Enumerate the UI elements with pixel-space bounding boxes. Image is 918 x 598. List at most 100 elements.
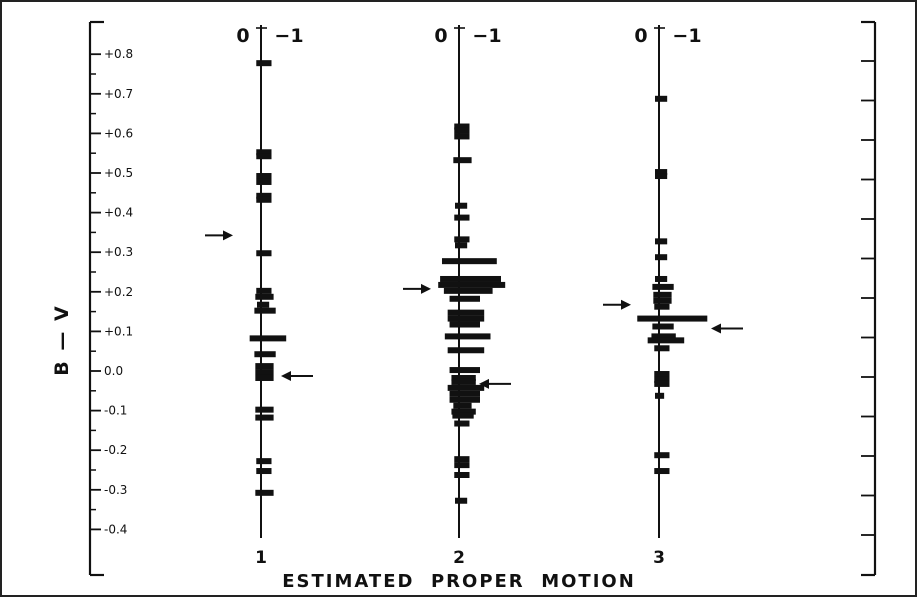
data-bar <box>452 412 474 419</box>
data-bar <box>256 149 272 156</box>
data-bar <box>654 376 670 383</box>
column-head-minus-one: −1 <box>472 25 501 47</box>
data-bar <box>447 315 485 322</box>
data-bar <box>255 414 274 421</box>
data-bar <box>647 337 685 344</box>
y-tick-label: +0.6 <box>104 126 133 140</box>
data-bar <box>256 153 272 160</box>
data-bar <box>249 335 287 342</box>
data-bar <box>255 293 274 300</box>
left-axis: +0.8 +0.7 +0.6 +0.5 +0.4 +0.3 +0.2 +0.1 0.0 -0.1 -… <box>88 20 133 577</box>
data-bar <box>453 157 472 164</box>
data-bar <box>454 133 470 140</box>
y-tick-label: -0.1 <box>104 404 127 418</box>
y-tick-label: 0.0 <box>104 364 123 378</box>
arrow-left-head <box>421 283 431 294</box>
data-bar <box>651 333 676 340</box>
data-bar <box>449 390 480 397</box>
data-bar <box>255 489 274 496</box>
data-bar <box>256 287 272 294</box>
data-bar <box>654 380 670 387</box>
data-bar <box>655 173 668 180</box>
data-bar <box>451 378 476 385</box>
data-bar <box>254 307 276 314</box>
data-bar <box>652 283 674 290</box>
data-bar <box>455 202 468 209</box>
data-bar <box>255 406 274 413</box>
data-bar <box>455 242 468 249</box>
column-number: 3 <box>653 548 665 568</box>
data-bar <box>454 462 470 469</box>
column-head-minus-one: −1 <box>672 25 701 47</box>
data-bar <box>454 214 470 221</box>
data-bar <box>454 456 470 463</box>
data-bar <box>444 333 491 340</box>
data-bar <box>254 351 276 358</box>
data-bar <box>449 396 480 403</box>
data-bar <box>655 95 668 102</box>
column-1: 0 −1 1 <box>205 25 313 568</box>
data-bar <box>438 281 506 288</box>
arrow-right-head <box>711 323 721 334</box>
data-bar <box>257 301 270 308</box>
y-tick-label: +0.1 <box>104 324 133 338</box>
y-tick-label: +0.8 <box>104 47 133 61</box>
data-bar <box>256 458 272 465</box>
data-bar <box>256 192 272 199</box>
y-tick-label: +0.5 <box>104 166 133 180</box>
y-tick-label: +0.3 <box>104 245 133 259</box>
data-bar <box>653 297 672 304</box>
data-bar <box>654 452 670 459</box>
data-bar <box>654 303 670 310</box>
data-bar <box>655 275 668 282</box>
data-bar <box>454 472 470 478</box>
arrow-left-head <box>621 299 631 310</box>
y-tick-label: -0.4 <box>104 522 127 536</box>
data-bar <box>256 196 272 203</box>
data-bar <box>655 392 665 399</box>
data-bar <box>451 408 476 415</box>
data-bar <box>255 374 274 381</box>
data-bar <box>454 236 470 243</box>
data-bar <box>453 402 472 409</box>
column-number: 2 <box>453 548 465 568</box>
data-bar <box>454 123 470 130</box>
y-tick-label: -0.3 <box>104 483 127 497</box>
data-bar <box>256 468 272 475</box>
columns: 0 −1 1 0 −1 2 0 −1 3 <box>205 25 743 568</box>
data-bar <box>637 315 708 322</box>
data-bar <box>256 250 272 257</box>
data-bar <box>447 384 485 391</box>
y-tick-label: +0.4 <box>104 206 133 220</box>
data-bar <box>256 173 272 180</box>
data-bar <box>443 287 493 294</box>
data-bar <box>255 369 274 376</box>
data-bar <box>441 258 497 265</box>
column-head-zero: 0 <box>236 25 249 47</box>
data-bar <box>449 367 480 374</box>
column-head-minus-one: −1 <box>274 25 303 47</box>
column-head-zero: 0 <box>434 25 447 47</box>
data-bar <box>652 323 674 330</box>
data-bar <box>449 295 480 302</box>
data-bar <box>655 169 668 176</box>
data-bar <box>655 254 668 261</box>
data-bar <box>454 420 470 427</box>
data-bar <box>455 497 468 504</box>
data-bar <box>256 60 272 67</box>
data-bar <box>654 345 670 352</box>
y-tick-label: +0.7 <box>104 87 133 101</box>
data-bar <box>449 321 480 328</box>
column-number: 1 <box>255 548 267 568</box>
y-tick-label: +0.2 <box>104 285 133 299</box>
data-bar <box>447 309 485 316</box>
data-bar <box>447 347 485 354</box>
data-bar <box>454 127 470 134</box>
y-axis-title: B — V <box>51 304 73 375</box>
data-bar <box>255 363 274 370</box>
x-axis-title: ESTIMATED PROPER MOTION <box>282 571 636 592</box>
data-bar <box>653 291 672 298</box>
y-tick-label: -0.2 <box>104 443 127 457</box>
